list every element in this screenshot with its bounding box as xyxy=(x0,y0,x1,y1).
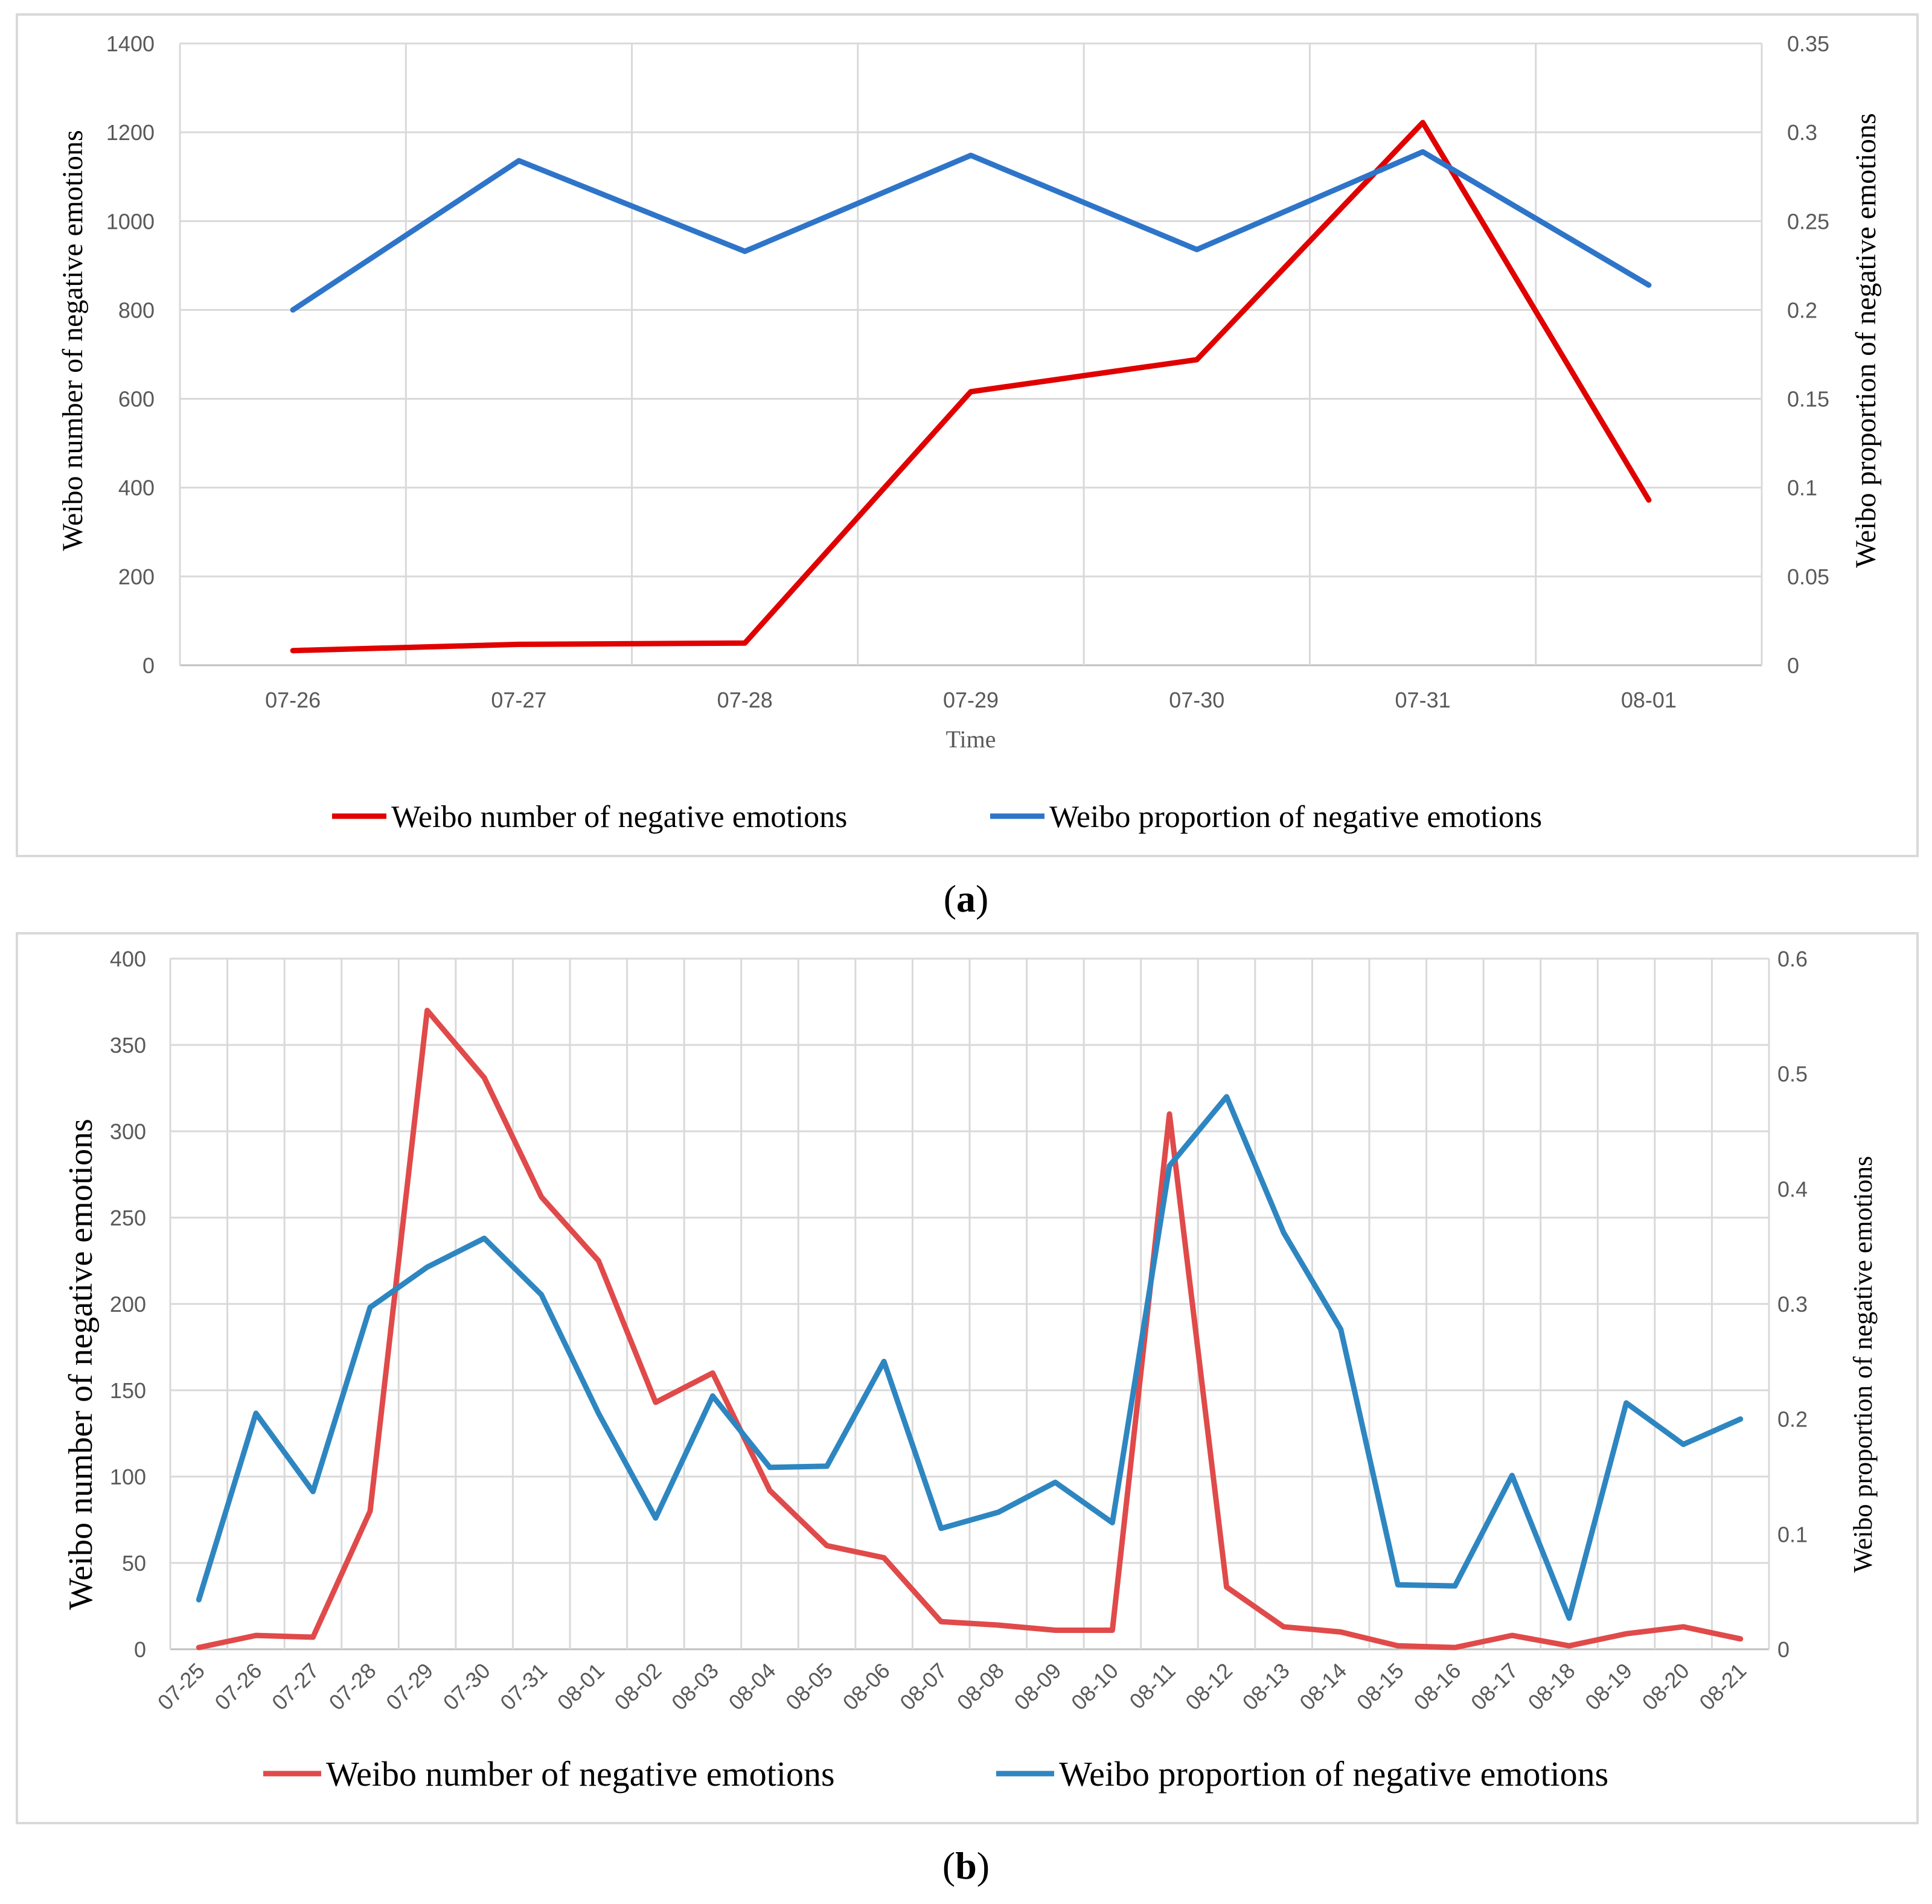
panel-a-series-number-line xyxy=(290,120,1652,654)
panel-b-right-tick-label: 0.2 xyxy=(1777,1407,1808,1432)
panel-a-legend-label-number: Weibo number of negative emotions xyxy=(391,800,847,834)
panel-a-ticks: 0 200 400 600 800 1000 1200 1400 0 0.05 0.1 0.15 0.2… xyxy=(106,31,1829,712)
panel-a-series xyxy=(290,120,1652,654)
panel-a-x-tick-label: 07-28 xyxy=(717,688,773,712)
panel-a-left-tick-label: 800 xyxy=(118,298,155,322)
panel-a-caption-close: ) xyxy=(976,877,988,920)
panel-b-series-proportion-line xyxy=(196,1094,1744,1621)
panel-b-right-tick-label: 0.4 xyxy=(1777,1177,1808,1201)
panel-b-left-axis-title: Weibo number of negative emotions xyxy=(62,1119,100,1610)
panel-b-chart: 0 50 100 150 200 250 300 350 400 0 0.1 0.2 0.3 0.4 0.5… xyxy=(16,932,1919,1824)
panel-b-legend-label-proportion: Weibo proportion of negative emotions xyxy=(1059,1754,1608,1794)
panel-b-caption-open: ( xyxy=(942,1844,955,1887)
panel-a-caption: (a) xyxy=(944,877,989,920)
panel-a-right-tick-label: 0.05 xyxy=(1787,564,1829,589)
panel-a-legend-label-proportion: Weibo proportion of negative emotions xyxy=(1049,800,1542,834)
panel-a-x-axis-title: Time xyxy=(945,726,996,753)
panel-b-frame xyxy=(16,932,1919,1824)
panel-b-right-tick-label: 0.6 xyxy=(1777,947,1808,971)
panel-b-left-tick-label: 100 xyxy=(110,1465,146,1489)
panel-a-left-tick-label: 1200 xyxy=(106,120,155,145)
panel-a-x-tick-label: 07-26 xyxy=(265,688,321,712)
panel-a-left-tick-label: 1400 xyxy=(106,31,155,56)
panel-a-x-tick-label: 08-01 xyxy=(1621,688,1677,712)
panel-b-left-tick-label: 300 xyxy=(110,1119,146,1144)
panel-b-gridlines xyxy=(169,957,1770,1650)
panel-a-x-tick-label: 07-29 xyxy=(943,688,999,712)
panel-a-right-tick-label: 0.15 xyxy=(1787,387,1829,412)
panel-b-left-tick-label: 0 xyxy=(134,1637,146,1662)
panel-a-chart: 0 200 400 600 800 1000 1200 1400 0 0.05 0.1 0.15 0.2… xyxy=(16,13,1919,857)
panel-a-right-tick-label: 0.35 xyxy=(1787,31,1829,56)
panel-b-caption-close: ) xyxy=(977,1844,990,1887)
panel-b-caption: (b) xyxy=(942,1844,990,1887)
panel-a-right-tick-label: 0 xyxy=(1787,653,1799,678)
panel-a-right-tick-label: 0.3 xyxy=(1787,120,1817,145)
panel-b-right-tick-label: 0.5 xyxy=(1777,1062,1808,1087)
panel-a-caption-open: ( xyxy=(944,877,956,920)
panel-b-left-tick-label: 150 xyxy=(110,1378,146,1403)
panel-a-legend: Weibo number of negative emotions Weibo … xyxy=(332,800,1542,834)
panel-b-left-tick-label: 350 xyxy=(110,1033,146,1058)
panel-b-right-axis-title: Weibo proportion of negative emotions xyxy=(1848,1156,1878,1573)
panel-b-left-tick-label: 250 xyxy=(110,1206,146,1230)
panel-b-left-tick-label: 400 xyxy=(110,947,146,971)
panel-a-left-tick-label: 0 xyxy=(142,653,155,678)
panel-a-right-tick-label: 0.2 xyxy=(1787,298,1817,322)
panel-b-legend: Weibo number of negative emotions Weibo … xyxy=(263,1754,1608,1794)
panel-a-gridlines xyxy=(179,42,1763,666)
panel-a-left-tick-label: 600 xyxy=(118,387,155,412)
panel-a-left-axis-title: Weibo number of negative emotions xyxy=(57,130,89,551)
panel-a-right-tick-label: 0.25 xyxy=(1787,209,1829,234)
panel-a-left-tick-label: 200 xyxy=(118,564,155,589)
panel-b-legend-label-number: Weibo number of negative emotions xyxy=(326,1754,835,1794)
panel-a-left-tick-label: 400 xyxy=(118,476,155,500)
panel-b-right-tick-label: 0.3 xyxy=(1777,1292,1808,1317)
panel-b-right-tick-label: 0.1 xyxy=(1777,1522,1808,1547)
panel-b-left-tick-label: 50 xyxy=(122,1551,146,1576)
panel-b-series xyxy=(196,1008,1744,1650)
panel-b-left-tick-label: 200 xyxy=(110,1292,146,1317)
panel-a-right-axis-title: Weibo proportion of negative emotions xyxy=(1850,113,1882,567)
panel-b-series-number-line xyxy=(196,1008,1744,1650)
panel-a-caption-letter: a xyxy=(956,877,976,920)
panel-a-x-tick-label: 07-27 xyxy=(491,688,546,712)
panel-a-x-tick-label: 07-31 xyxy=(1395,688,1451,712)
panel-b-caption-letter: b xyxy=(955,1844,977,1887)
panel-b-right-tick-label: 0 xyxy=(1777,1637,1790,1662)
panel-a-x-tick-label: 07-30 xyxy=(1169,688,1224,712)
panel-a-series-proportion-line xyxy=(290,149,1652,313)
panel-a-left-tick-label: 1000 xyxy=(106,209,155,234)
panel-a-right-tick-label: 0.1 xyxy=(1787,476,1817,500)
